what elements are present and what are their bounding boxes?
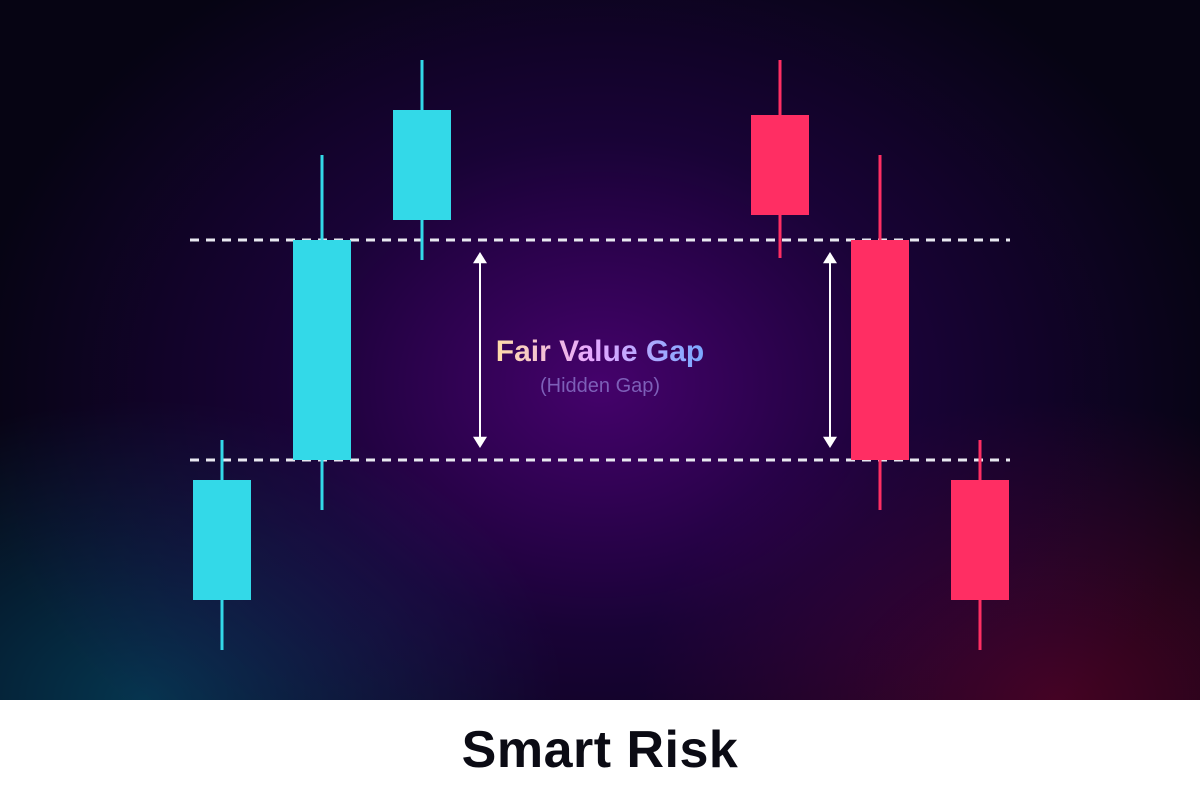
stage: Fair Value Gap (Hidden Gap) Smart Risk: [0, 0, 1200, 800]
footer-title: Smart Risk: [462, 720, 739, 780]
chart-area: Fair Value Gap (Hidden Gap): [0, 0, 1200, 700]
footer-bar: Smart Risk: [0, 700, 1200, 800]
candlestick-diagram: [0, 0, 1200, 700]
